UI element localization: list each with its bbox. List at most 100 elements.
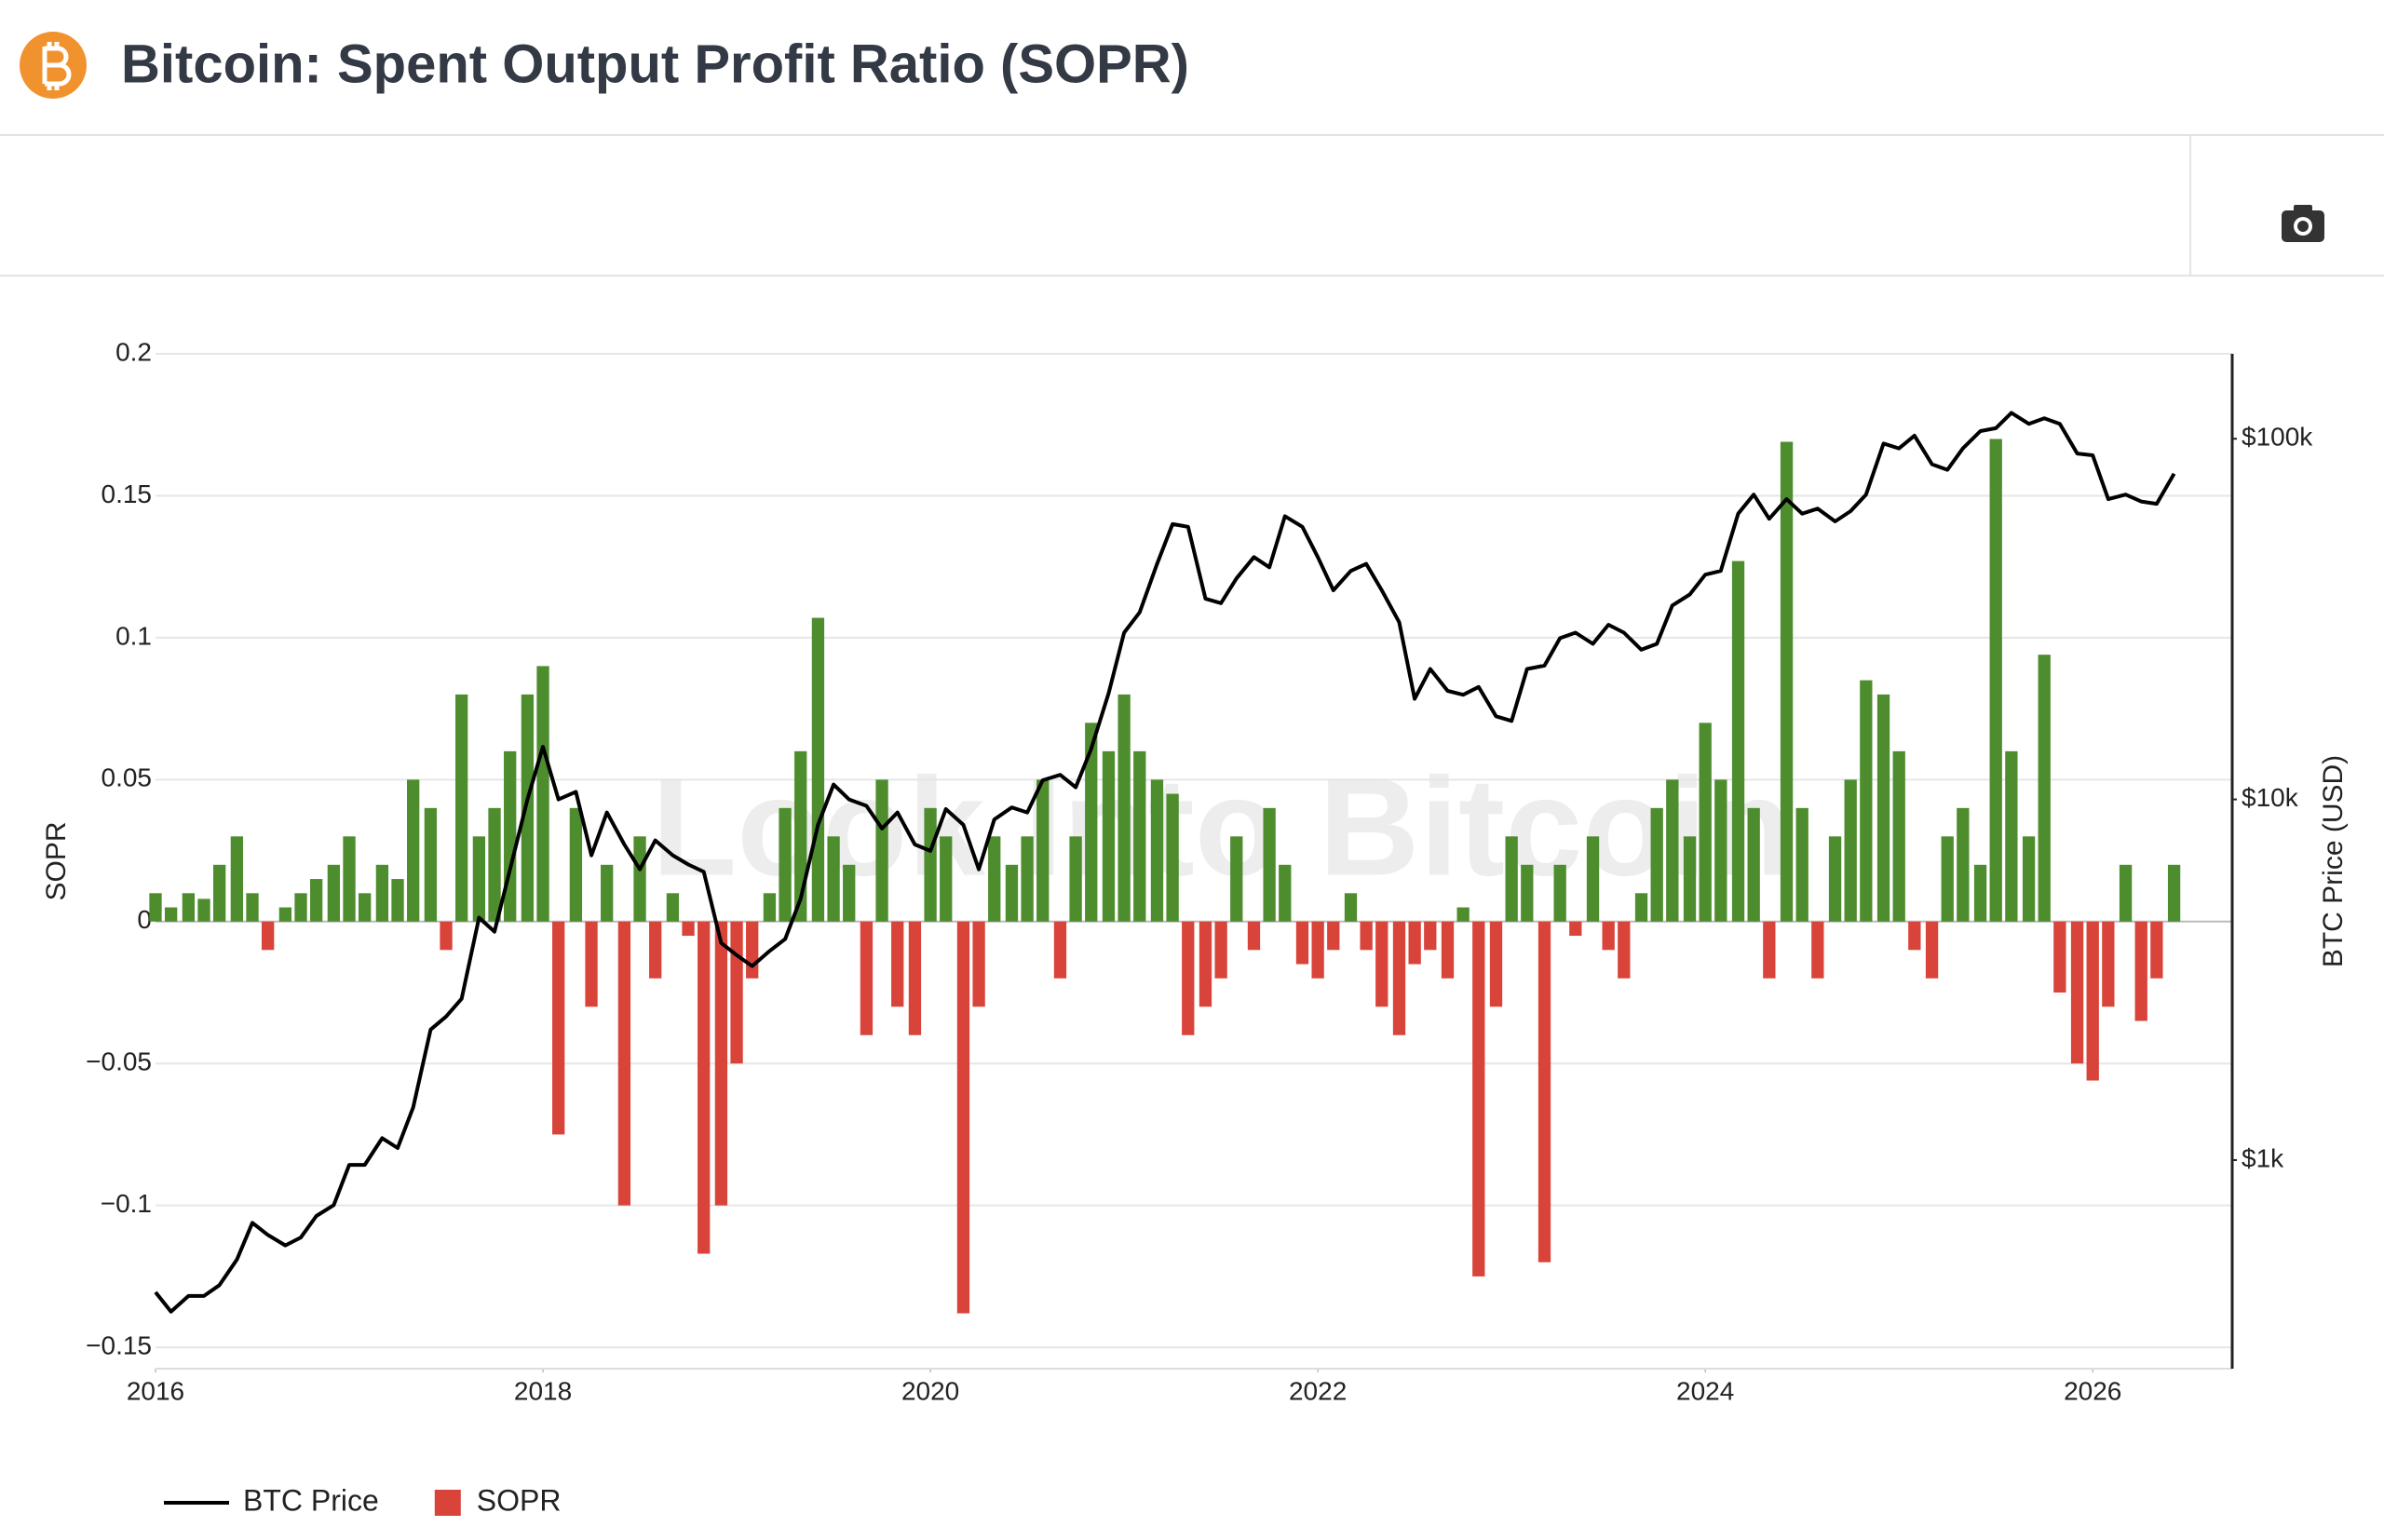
sopr-bar [424, 807, 438, 922]
sopr-bar [1844, 779, 1857, 922]
sopr-bar [585, 921, 598, 1007]
sopr-bar [1472, 921, 1485, 1277]
sopr-bar [2102, 921, 2115, 1007]
sopr-bar [440, 921, 453, 951]
sopr-bar [972, 921, 985, 1007]
sopr-bar [2038, 655, 2051, 922]
y2-tick-label: $10k [2242, 783, 2299, 812]
sopr-bar [1311, 921, 1324, 979]
sopr-bar [714, 921, 728, 1206]
sopr-bar [294, 893, 307, 922]
sopr-bar [811, 617, 825, 922]
sopr-bar [1941, 836, 1954, 922]
sopr-bar [1214, 921, 1227, 979]
sopr-bar [779, 807, 792, 922]
sopr-bar [310, 879, 323, 922]
sopr-bar [1747, 807, 1760, 922]
sopr-bar [212, 864, 226, 922]
sopr-bar [391, 879, 404, 922]
y-tick-label: −0.1 [101, 1189, 152, 1218]
sopr-bar [1021, 836, 1034, 922]
sopr-bar [1085, 723, 1098, 922]
y2-tick-label: $1k [2242, 1143, 2284, 1172]
sopr-bar [1780, 441, 1794, 922]
sopr-bar [149, 893, 162, 922]
sopr-bar [2150, 921, 2163, 979]
sopr-bar [988, 836, 1001, 922]
sopr-bar [1763, 921, 1776, 979]
sopr-bar [1602, 921, 1615, 951]
x-tick-label: 2024 [1676, 1376, 1734, 1405]
sopr-bar [956, 921, 970, 1314]
sopr-bar [1537, 921, 1551, 1263]
sopr-bar [1618, 921, 1631, 979]
sopr-bar [1553, 864, 1566, 922]
sopr-bar [1650, 807, 1663, 922]
sopr-bar [617, 921, 631, 1206]
sopr-bar [1925, 921, 1939, 979]
price-line [154, 411, 2176, 1314]
legend-label: BTC Price [243, 1483, 379, 1517]
sopr-bar [1683, 836, 1697, 922]
x-tick-label: 2018 [514, 1376, 572, 1405]
sopr-bar [407, 779, 420, 922]
sopr-bar [1989, 439, 2002, 922]
sopr-bar [472, 836, 486, 922]
sopr-bar [521, 694, 535, 922]
sopr-bar [666, 893, 680, 922]
y-axis-title: SOPR [41, 821, 72, 900]
sopr-bar [940, 836, 953, 922]
sopr-bar [1908, 921, 1921, 951]
y-tick-label: 0.2 [115, 337, 152, 366]
watermark: Look Into Bitcoin [652, 749, 1793, 905]
sopr-bar [261, 921, 275, 951]
sopr-bar [182, 893, 196, 922]
y2-axis-title: BTC Price (USD) [2318, 755, 2349, 967]
sopr-bar [327, 864, 341, 922]
sopr-bar [1441, 921, 1455, 979]
logo-glyph [42, 42, 72, 90]
sopr-bar [1521, 864, 1534, 922]
camera-button[interactable] [2282, 205, 2324, 242]
y-tick-label: 0.1 [115, 621, 152, 650]
sopr-bar [730, 921, 743, 1064]
sopr-bar [827, 836, 840, 922]
x-tick-label: 2026 [2064, 1376, 2121, 1405]
sopr-bar [1424, 921, 1437, 951]
sopr-bar [2134, 921, 2147, 1021]
sopr-bar [1166, 793, 1179, 922]
sopr-bar [1828, 836, 1842, 922]
sopr-bar [746, 921, 759, 979]
sopr-bar [278, 907, 292, 922]
sopr-bar [2086, 921, 2099, 1081]
camera-lens-inner [2297, 221, 2309, 232]
sopr-bar [488, 807, 501, 922]
sopr-bar [1295, 921, 1309, 965]
sopr-bar [1053, 921, 1067, 979]
sopr-bar [875, 779, 888, 922]
sopr-bar [230, 836, 244, 922]
sopr-bar [1327, 921, 1340, 951]
sopr-bar [649, 921, 662, 979]
sopr-bar [1699, 723, 1712, 922]
sopr-bar [1360, 921, 1373, 951]
x-tick-label: 2022 [1289, 1376, 1347, 1405]
sopr-bar [197, 898, 210, 922]
sopr-bar [1408, 921, 1421, 965]
sopr-bar [569, 807, 583, 922]
sopr-bar [1876, 694, 1890, 922]
sopr-bar [1005, 864, 1019, 922]
sopr-bar [1634, 893, 1648, 922]
sopr-bar [1344, 893, 1358, 922]
x-tick-label: 2020 [901, 1376, 959, 1405]
sopr-bar [1133, 750, 1146, 922]
sopr-bar [1279, 864, 1292, 922]
y-tick-label: 0.15 [102, 480, 153, 508]
sopr-bar [1569, 921, 1582, 937]
logo [20, 32, 87, 99]
sopr-bar [536, 666, 549, 922]
sopr-bar [1263, 807, 1276, 922]
sopr-bar [601, 864, 614, 922]
sopr-bar [1714, 779, 1727, 922]
